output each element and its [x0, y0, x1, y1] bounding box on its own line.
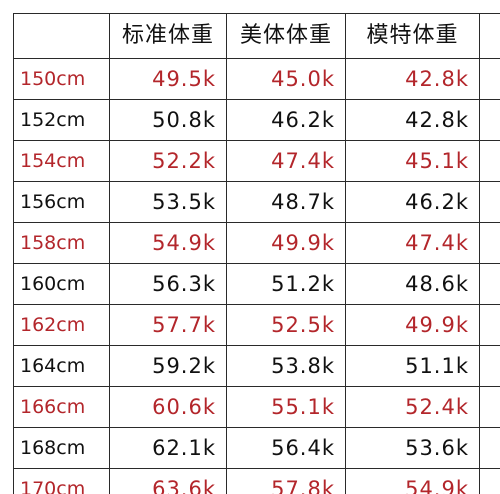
model-weight-cell: 52.4k	[345, 386, 480, 428]
standard-weight-cell: 59.2k	[109, 345, 227, 387]
height-cell: 160cm	[13, 263, 110, 305]
standard-weight-cell: 60.6k	[109, 386, 227, 428]
standard-weight-cell: 50.8k	[109, 99, 227, 141]
model-weight-cell: 51.1k	[345, 345, 480, 387]
model-weight-cell: 48.6k	[345, 263, 480, 305]
model-weight-cell: 46.2k	[345, 181, 480, 223]
row-spacer	[479, 468, 500, 494]
table-row: 150cm 49.5k 45.0k 42.8k	[13, 58, 500, 100]
beauty-weight-cell: 49.9k	[226, 222, 346, 264]
height-cell: 170cm	[13, 468, 110, 494]
table-row: 162cm 57.7k 52.5k 49.9k	[13, 304, 500, 346]
weight-table-body: 标准体重 美体体重 模特体重 150cm 49.5k 45.0k 42.8k 152cm…	[13, 13, 500, 494]
header-height	[13, 13, 110, 59]
beauty-weight-cell: 53.8k	[226, 345, 346, 387]
beauty-weight-cell: 52.5k	[226, 304, 346, 346]
model-weight-cell: 42.8k	[345, 58, 480, 100]
height-cell: 168cm	[13, 427, 110, 469]
standard-weight-cell: 62.1k	[109, 427, 227, 469]
header-model-weight: 模特体重	[345, 13, 480, 59]
beauty-weight-cell: 47.4k	[226, 140, 346, 182]
table-row: 168cm 62.1k 56.4k 53.6k	[13, 427, 500, 469]
header-spacer	[479, 13, 500, 59]
model-weight-cell: 49.9k	[345, 304, 480, 346]
beauty-weight-cell: 57.8k	[226, 468, 346, 494]
model-weight-cell: 42.8k	[345, 99, 480, 141]
row-spacer	[479, 427, 500, 469]
standard-weight-cell: 57.7k	[109, 304, 227, 346]
row-spacer	[479, 345, 500, 387]
header-beauty-weight: 美体体重	[226, 13, 346, 59]
table-row: 156cm 53.5k 48.7k 46.2k	[13, 181, 500, 223]
beauty-weight-cell: 45.0k	[226, 58, 346, 100]
standard-weight-cell: 53.5k	[109, 181, 227, 223]
standard-weight-cell: 52.2k	[109, 140, 227, 182]
weight-table: 标准体重 美体体重 模特体重 150cm 49.5k 45.0k 42.8k 152cm…	[13, 13, 500, 494]
weight-chart-sheet: 标准体重 美体体重 模特体重 150cm 49.5k 45.0k 42.8k 152cm…	[13, 13, 500, 494]
model-weight-cell: 54.9k	[345, 468, 480, 494]
model-weight-cell: 53.6k	[345, 427, 480, 469]
table-row: 170cm 63.6k 57.8k 54.9k	[13, 468, 500, 494]
model-weight-cell: 47.4k	[345, 222, 480, 264]
beauty-weight-cell: 56.4k	[226, 427, 346, 469]
table-row: 166cm 60.6k 55.1k 52.4k	[13, 386, 500, 428]
table-row: 154cm 52.2k 47.4k 45.1k	[13, 140, 500, 182]
height-cell: 152cm	[13, 99, 110, 141]
model-weight-cell: 45.1k	[345, 140, 480, 182]
standard-weight-cell: 56.3k	[109, 263, 227, 305]
height-cell: 154cm	[13, 140, 110, 182]
row-spacer	[479, 99, 500, 141]
row-spacer	[479, 58, 500, 100]
beauty-weight-cell: 46.2k	[226, 99, 346, 141]
beauty-weight-cell: 48.7k	[226, 181, 346, 223]
standard-weight-cell: 63.6k	[109, 468, 227, 494]
table-row: 164cm 59.2k 53.8k 51.1k	[13, 345, 500, 387]
height-cell: 162cm	[13, 304, 110, 346]
height-cell: 158cm	[13, 222, 110, 264]
height-cell: 164cm	[13, 345, 110, 387]
standard-weight-cell: 54.9k	[109, 222, 227, 264]
table-row: 158cm 54.9k 49.9k 47.4k	[13, 222, 500, 264]
table-header-row: 标准体重 美体体重 模特体重	[13, 13, 500, 59]
row-spacer	[479, 304, 500, 346]
table-row: 152cm 50.8k 46.2k 42.8k	[13, 99, 500, 141]
beauty-weight-cell: 51.2k	[226, 263, 346, 305]
row-spacer	[479, 386, 500, 428]
row-spacer	[479, 181, 500, 223]
height-cell: 156cm	[13, 181, 110, 223]
row-spacer	[479, 140, 500, 182]
height-cell: 150cm	[13, 58, 110, 100]
row-spacer	[479, 263, 500, 305]
height-cell: 166cm	[13, 386, 110, 428]
standard-weight-cell: 49.5k	[109, 58, 227, 100]
table-row: 160cm 56.3k 51.2k 48.6k	[13, 263, 500, 305]
row-spacer	[479, 222, 500, 264]
header-standard-weight: 标准体重	[109, 13, 227, 59]
beauty-weight-cell: 55.1k	[226, 386, 346, 428]
